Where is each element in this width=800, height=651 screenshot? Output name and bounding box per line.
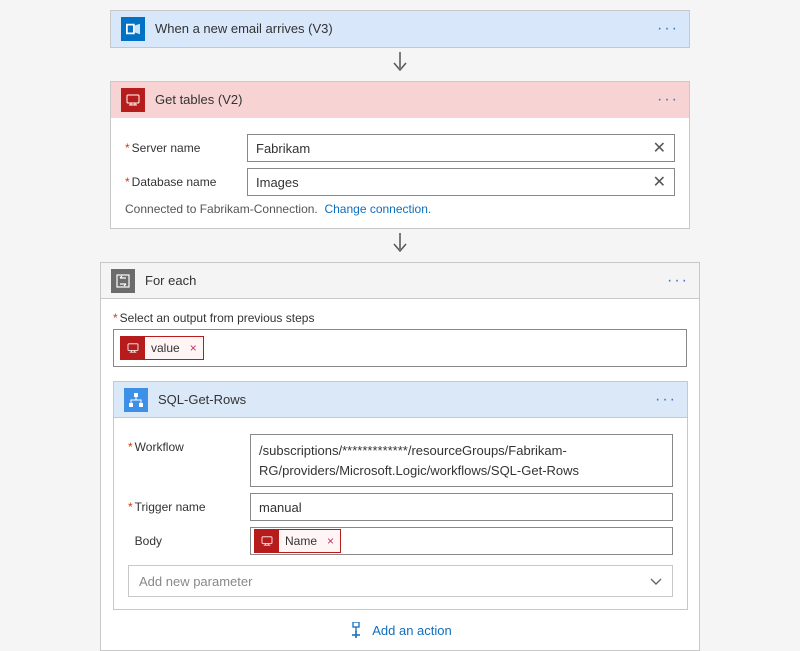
foreach-card: For each ··· *Select an output from prev… (100, 262, 700, 651)
add-parameter-dropdown[interactable]: Add new parameter (128, 565, 673, 597)
foreach-header[interactable]: For each ··· (101, 263, 699, 299)
trigger-card[interactable]: When a new email arrives (V3) ··· (110, 10, 690, 48)
more-menu-icon[interactable]: ··· (657, 91, 679, 109)
loop-icon (111, 269, 135, 293)
add-step-icon (348, 622, 364, 638)
trigger-name-label: *Trigger name (128, 500, 250, 514)
sql-get-rows-title: SQL-Get-Rows (158, 392, 655, 407)
sql-icon (121, 88, 145, 112)
body-input[interactable]: Name × (250, 527, 673, 555)
clear-icon[interactable]: ✕ (653, 172, 666, 192)
get-tables-header[interactable]: Get tables (V2) ··· (111, 82, 689, 118)
get-tables-card: Get tables (V2) ··· *Server name Fabrika… (110, 81, 690, 229)
sql-icon (121, 337, 145, 359)
server-name-label: *Server name (125, 141, 247, 155)
get-tables-title: Get tables (V2) (155, 92, 657, 107)
logicapp-icon (124, 388, 148, 412)
database-name-input[interactable]: Images ✕ (247, 168, 675, 196)
add-action-button[interactable]: Add an action (113, 622, 687, 638)
arrow-connector (0, 52, 800, 77)
more-menu-icon[interactable]: ··· (657, 20, 679, 38)
sql-get-rows-card: SQL-Get-Rows ··· *Workflow /subscription… (113, 381, 688, 610)
trigger-name-input[interactable]: manual (250, 493, 673, 521)
trigger-header[interactable]: When a new email arrives (V3) ··· (111, 11, 689, 47)
outlook-icon (121, 17, 145, 41)
clear-icon[interactable]: ✕ (653, 138, 666, 158)
workflow-label: *Workflow (128, 434, 250, 454)
sql-get-rows-header[interactable]: SQL-Get-Rows ··· (114, 382, 687, 418)
foreach-title: For each (145, 273, 667, 288)
remove-chip-icon[interactable]: × (321, 534, 340, 548)
select-output-input[interactable]: value × (113, 329, 687, 367)
sql-icon (255, 530, 279, 552)
token-chip-name[interactable]: Name × (254, 529, 341, 553)
trigger-title: When a new email arrives (V3) (155, 21, 657, 36)
database-name-label: *Database name (125, 175, 247, 189)
remove-chip-icon[interactable]: × (184, 341, 203, 355)
token-chip-value[interactable]: value × (120, 336, 204, 360)
body-label: *Body (128, 534, 250, 548)
more-menu-icon[interactable]: ··· (655, 391, 677, 409)
server-name-input[interactable]: Fabrikam ✕ (247, 134, 675, 162)
change-connection-link[interactable]: Change connection. (324, 202, 431, 216)
chevron-down-icon (650, 574, 662, 589)
arrow-connector (0, 233, 800, 258)
more-menu-icon[interactable]: ··· (667, 272, 689, 290)
workflow-input[interactable]: /subscriptions/*************/resourceGro… (250, 434, 673, 487)
select-output-label: *Select an output from previous steps (113, 311, 687, 325)
connection-info: Connected to Fabrikam-Connection. Change… (125, 202, 675, 216)
